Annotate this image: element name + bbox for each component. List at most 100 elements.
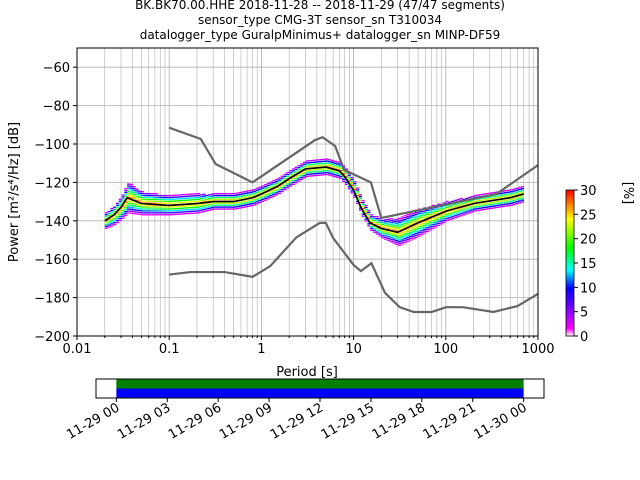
ppsd-cell (210, 193, 214, 195)
ppsd-cell (222, 192, 226, 195)
ppsd-cell (322, 174, 326, 176)
ppsd-cell (297, 164, 301, 167)
ppsd-cell (107, 226, 111, 228)
ppsd-cell (121, 215, 125, 217)
ppsd-cell (294, 166, 298, 169)
ppsd-cell (149, 196, 153, 199)
ppsd-cell (275, 178, 279, 181)
ppsd-cell (308, 175, 312, 177)
ppsd-cell (378, 225, 382, 227)
ppsd-cell (129, 197, 133, 199)
ppsd-cell (238, 193, 242, 196)
ppsd-cell (417, 225, 421, 228)
ppsd-cell (272, 185, 276, 188)
ppsd-cell (328, 164, 332, 167)
ppsd-cell (431, 210, 435, 212)
ppsd-cell (442, 210, 446, 212)
ppsd-cell (423, 220, 427, 223)
ppsd-cell (389, 227, 393, 229)
ppsd-cell (244, 206, 248, 208)
ppsd-cell (451, 206, 455, 208)
ppsd-cell (492, 201, 497, 203)
ppsd-cell (252, 198, 256, 200)
ppsd-cell (132, 210, 136, 213)
ppsd-cell (146, 200, 150, 202)
ppsd-cell (470, 211, 474, 213)
ppsd-cell (330, 175, 335, 177)
ppsd-cell (504, 190, 508, 192)
ppsd-cell (118, 217, 122, 220)
ppsd-cell (370, 221, 374, 224)
ppsd-cell (233, 192, 237, 195)
ppsd-cell (319, 158, 323, 161)
ppsd-cell (143, 210, 147, 212)
ppsd-cell (342, 176, 346, 179)
ppsd-cell (286, 181, 290, 183)
ppsd-cell (400, 226, 404, 228)
ppsd-cell (386, 228, 390, 230)
ppsd-cell (372, 219, 376, 222)
ppsd-cell (512, 203, 516, 206)
ppsd-cell (403, 218, 407, 221)
ppsd-cell (398, 223, 402, 225)
ppsd-cell (202, 195, 206, 197)
ppsd-cell (389, 231, 393, 233)
ppsd-cell (520, 201, 525, 203)
ppsd-cell (484, 193, 488, 195)
y-tick-label: −140 (34, 215, 70, 230)
ppsd-cell (238, 207, 242, 209)
ppsd-cell (395, 237, 399, 240)
ppsd-cell (314, 163, 318, 165)
ppsd-cell (370, 218, 374, 220)
ppsd-cell (272, 191, 276, 193)
ppsd-cell (414, 217, 418, 219)
ppsd-cell (492, 191, 497, 194)
ppsd-cell (272, 180, 276, 182)
ppsd-cell (406, 236, 410, 239)
ppsd-cell (263, 195, 268, 197)
ppsd-cell (132, 191, 136, 194)
ppsd-cell (247, 190, 251, 192)
ppsd-cell (333, 166, 337, 168)
ppsd-cell (509, 191, 513, 193)
ppsd-cell (269, 196, 273, 199)
ppsd-cell (127, 185, 131, 187)
ppsd-cell (152, 208, 156, 210)
ppsd-cell (194, 208, 198, 210)
ppsd-cell (364, 210, 368, 213)
ppsd-cell (230, 208, 234, 210)
ppsd-cell (138, 204, 142, 206)
ppsd-cell (244, 204, 248, 206)
ppsd-cell (375, 233, 379, 235)
ppsd-cell (166, 214, 170, 216)
ppsd-cell (406, 231, 410, 233)
ppsd-cell (213, 196, 217, 199)
ppsd-cell (194, 195, 198, 197)
ppsd-cell (333, 174, 337, 176)
ppsd-cell (492, 195, 497, 198)
x-axis-label: Period [s] (276, 365, 338, 380)
ppsd-cell (166, 198, 170, 201)
ppsd-cell (462, 212, 466, 214)
ppsd-cell (205, 210, 209, 212)
ppsd-cell (414, 236, 418, 239)
ppsd-cell (406, 217, 410, 219)
ppsd-cell (400, 218, 404, 220)
ppsd-cell (146, 194, 150, 197)
ppsd-cell (420, 212, 424, 215)
ppsd-cell (141, 212, 145, 214)
ppsd-cell (409, 231, 413, 234)
ppsd-cell (188, 208, 192, 211)
ppsd-cell (141, 194, 145, 197)
ppsd-cell (155, 210, 159, 212)
ppsd-cell (364, 206, 368, 209)
ppsd-cell (498, 202, 502, 204)
ppsd-cell (291, 179, 295, 182)
ppsd-cell (356, 202, 360, 205)
ppsd-cell (403, 215, 407, 217)
ppsd-cell (350, 176, 354, 179)
ppsd-cell (392, 221, 396, 223)
ppsd-cell (289, 171, 293, 174)
ppsd-cell (308, 171, 312, 173)
ppsd-cell (305, 171, 309, 174)
